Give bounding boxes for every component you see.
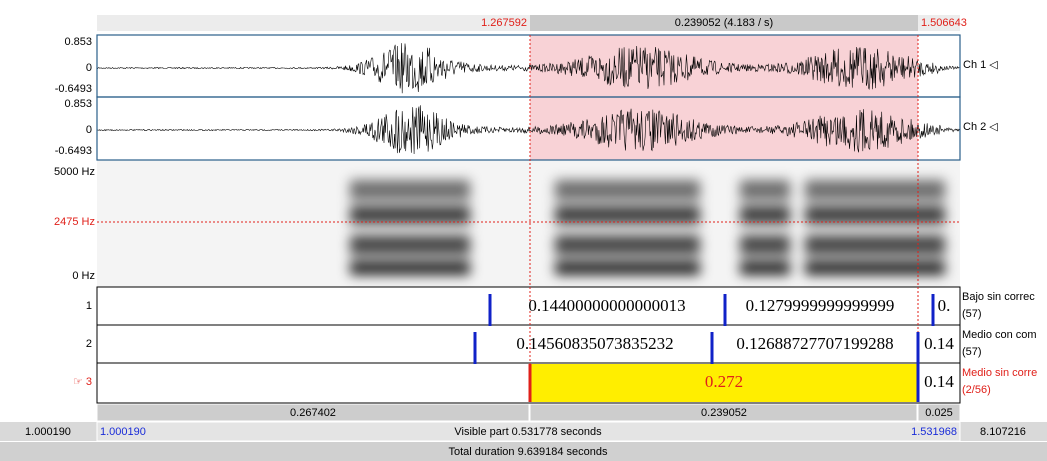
window-start: 1.000190: [25, 426, 71, 438]
spectrogram-energy: [740, 206, 790, 224]
duration-segment[interactable]: [96, 403, 530, 422]
interval-boundary: [473, 332, 477, 364]
selection-end: 1.506643: [921, 17, 967, 29]
channel-name: Ch 2 ◁: [963, 121, 998, 133]
total-duration: Total duration 9.639184 seconds: [448, 446, 608, 458]
visible-end: 1.531968: [911, 426, 957, 438]
spectrogram-energy: [805, 235, 945, 255]
spectrogram-energy: [740, 261, 790, 275]
spectrogram-energy: [555, 261, 700, 275]
spectrogram-energy: [740, 235, 790, 255]
duration-label: 0.267402: [290, 407, 336, 419]
amplitude-zero: 0: [86, 62, 92, 74]
spectrogram-energy: [350, 261, 470, 275]
frequency-min: 0 Hz: [72, 270, 95, 282]
visible-start: 1.000190: [100, 426, 146, 438]
selection-segment[interactable]: [530, 15, 918, 31]
interval-boundary: [916, 332, 920, 364]
interval-text: 0.14560835073835232: [516, 334, 673, 353]
duration-label: 0.025: [925, 407, 953, 419]
tier-name: Medio con com: [962, 329, 1037, 341]
spectrogram-energy: [350, 235, 470, 255]
tier-count: (2/56): [962, 384, 991, 396]
duration-segment[interactable]: [917, 403, 961, 422]
tier-name: Bajo sin correc: [962, 291, 1035, 303]
interval-text: 0.272: [705, 372, 743, 391]
interval-boundary: [723, 294, 727, 326]
tier-name: Medio sin corre: [962, 367, 1037, 379]
waveform: [96, 105, 960, 155]
spectrogram-energy: [350, 206, 470, 224]
interval-text: 0.1279999999999999: [746, 296, 895, 315]
interval-boundary: [931, 294, 935, 326]
spectrogram-energy: [350, 180, 470, 200]
tier-number: ☞ 3: [73, 376, 92, 388]
selection-duration: 0.239052 (4.183 / s): [675, 17, 773, 29]
interval-boundary: [488, 294, 492, 326]
spectrogram-energy: [805, 261, 945, 275]
visible-segment[interactable]: [96, 421, 961, 442]
tier-number: 2: [86, 338, 92, 350]
spectrogram-energy: [555, 206, 700, 224]
spectrogram-energy: [805, 180, 945, 200]
interval-text: 0.: [938, 296, 951, 315]
interval-boundary: [710, 332, 714, 364]
channel-name: Ch 1 ◁: [963, 59, 998, 71]
remaining-duration: 8.107216: [980, 426, 1026, 438]
amplitude-max: 0.853: [64, 36, 92, 48]
frequency-cursor-label: 2475 Hz: [54, 216, 95, 228]
amplitude-max: 0.853: [64, 98, 92, 110]
amplitude-zero: 0: [86, 124, 92, 136]
interval-boundary: [916, 364, 920, 402]
waveform: [96, 43, 960, 94]
duration-label: 0.239052: [701, 407, 747, 419]
tier-number: 1: [86, 300, 92, 312]
frequency-max: 5000 Hz: [54, 166, 95, 178]
tier-count: (57): [962, 308, 982, 320]
interval-text: 0.14: [924, 372, 954, 391]
tier-count: (57): [962, 346, 982, 358]
channel-frame: [96, 96, 961, 161]
spectrogram-energy: [740, 180, 790, 200]
spectrogram-energy: [555, 180, 700, 200]
spectrogram-energy: [805, 206, 945, 224]
interval-text: 0.12688727707199288: [736, 334, 893, 353]
selection-start: 1.267592: [481, 17, 527, 29]
selected-interval[interactable]: [530, 364, 918, 402]
visible-duration: Visible part 0.531778 seconds: [454, 426, 602, 438]
duration-segment[interactable]: [529, 403, 918, 422]
interval-text: 0.14: [924, 334, 954, 353]
total-bar[interactable]: [0, 442, 1047, 461]
interval-text: 0.14400000000000013: [528, 296, 685, 315]
spectrogram-energy: [555, 235, 700, 255]
amplitude-min: -0.6493: [55, 83, 92, 95]
amplitude-min: -0.6493: [55, 145, 92, 157]
interval-boundary: [528, 364, 532, 402]
